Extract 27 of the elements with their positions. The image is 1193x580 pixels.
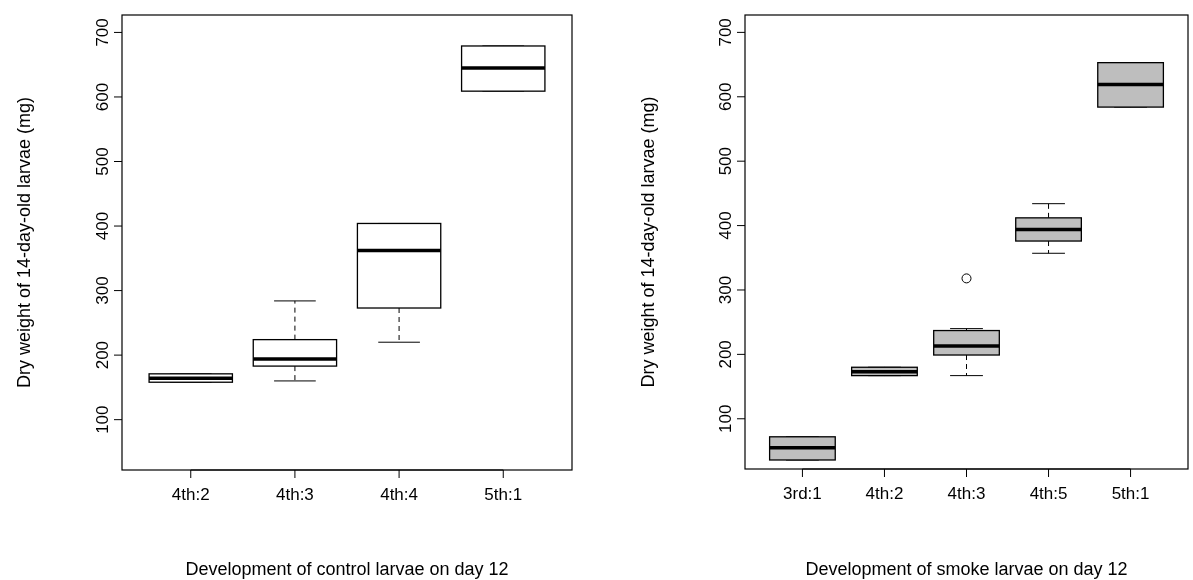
x-tick-label: 4th:3 [276,485,314,504]
x-tick-label: 4th:2 [865,484,904,503]
y-tick-label: 200 [716,340,735,369]
y-tick-label: 300 [716,275,735,305]
y-tick-label: 100 [716,404,735,433]
y-tick-label: 500 [93,147,112,176]
x-tick-label: 4th:4 [380,485,418,504]
x-tick-label: 4th:3 [947,484,986,503]
y-tick-label: 700 [716,18,735,47]
y-axis-title: Dry weight of 14-day-old larvae (mg) [14,96,34,389]
x-tick-label: 5th:1 [1111,484,1150,503]
x-axis-title: Development of smoke larvae on day 12 [805,559,1128,579]
y-tick-label: 200 [93,340,112,370]
y-tick-label: 300 [93,276,112,305]
y-axis-title: Dry weight of 14-day-old larvae (mg) [638,96,658,388]
x-tick-label: 4th:2 [171,485,210,504]
x-tick-label: 3rd:1 [783,484,822,503]
y-tick-label: 100 [93,405,112,434]
x-tick-label: 4th:5 [1029,484,1068,503]
y-tick-label: 400 [716,211,735,240]
y-tick-label: 400 [93,211,112,241]
y-tick-label: 600 [716,82,735,111]
y-tick-label: 600 [93,82,112,112]
x-tick-label: 5th:1 [484,485,523,504]
y-tick-label: 700 [93,18,112,47]
y-tick-label: 500 [716,146,735,176]
x-axis-title: Development of control larvae on day 12 [185,559,509,579]
